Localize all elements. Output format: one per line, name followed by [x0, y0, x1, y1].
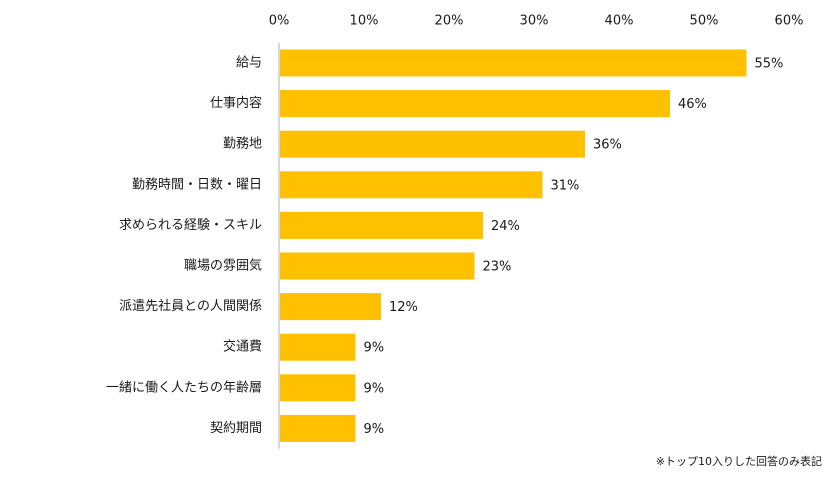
- footnote: ※トップ10入りした回答のみ表記: [655, 455, 822, 468]
- x-tick-label: 50%: [690, 14, 719, 29]
- category-label: 給与: [236, 56, 262, 71]
- x-tick-label: 40%: [605, 14, 634, 29]
- bars-group: [280, 49, 747, 442]
- bar: [280, 333, 356, 361]
- data-label: 46%: [678, 97, 707, 112]
- category-label: 勤務地: [223, 137, 262, 152]
- bar: [280, 90, 670, 118]
- data-label: 31%: [551, 178, 580, 193]
- bar: [280, 374, 356, 402]
- x-axis-ticks: 0% 10% 20% 30% 40% 50% 60%: [269, 14, 804, 29]
- category-label: 職場の雰囲気: [184, 258, 262, 274]
- data-label: 9%: [364, 422, 385, 437]
- data-label: 24%: [491, 219, 520, 234]
- bar: [280, 171, 543, 199]
- data-label: 9%: [364, 341, 385, 356]
- data-label: 36%: [593, 138, 622, 153]
- x-tick-label: 10%: [350, 14, 379, 29]
- bar: [280, 252, 475, 280]
- bar: [280, 211, 483, 239]
- x-tick-label: 60%: [775, 14, 804, 29]
- category-label: 契約期間: [210, 421, 262, 436]
- data-label: 12%: [389, 300, 418, 315]
- category-label: 仕事内容: [210, 95, 262, 111]
- data-label: 55%: [755, 57, 784, 72]
- data-label: 23%: [483, 260, 512, 275]
- bar: [280, 130, 585, 158]
- category-label: 派遣先社員との人間関係: [119, 298, 262, 314]
- x-tick-label: 30%: [520, 14, 549, 29]
- x-tick-label: 20%: [435, 14, 464, 29]
- category-label: 求められる経験・スキル: [119, 218, 262, 233]
- bar: [280, 49, 747, 77]
- category-labels: 給与仕事内容勤務地勤務時間・日数・曜日求められる経験・スキル職場の雰囲気派遣先社…: [106, 56, 262, 436]
- category-label: 勤務時間・日数・曜日: [132, 177, 262, 192]
- category-label: 交通費: [223, 339, 262, 355]
- bar: [280, 414, 356, 442]
- data-label: 9%: [364, 381, 385, 396]
- bar: [280, 293, 381, 321]
- x-tick-label: 0%: [269, 14, 290, 29]
- category-label: 一緒に働く人たちの年齢層: [106, 380, 262, 395]
- value-labels: 55% 46% 36% 31% 24% 23% 12% 9% 9% 9%: [364, 57, 784, 437]
